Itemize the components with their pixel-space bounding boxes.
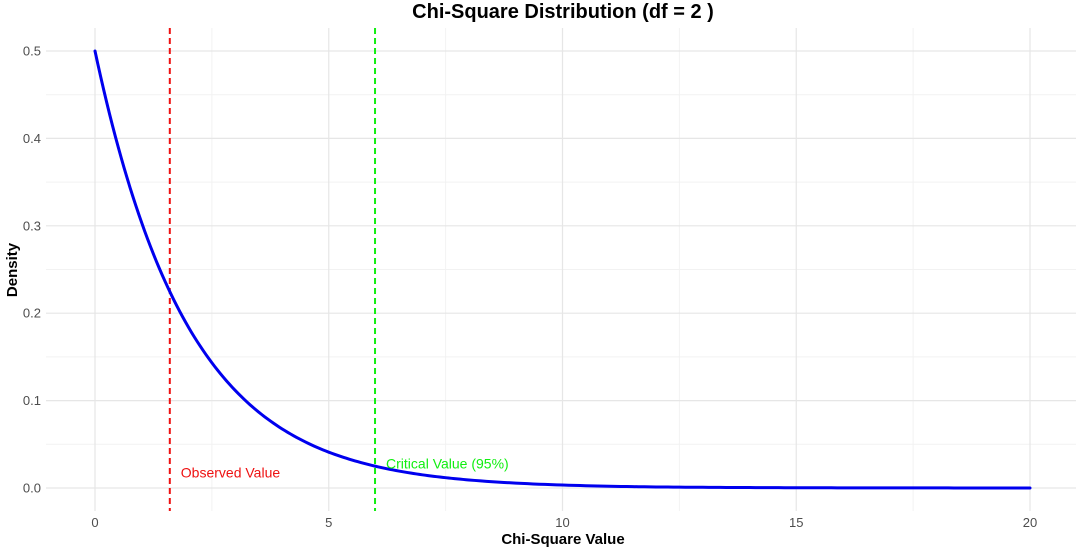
y-tick-label: 0.2 <box>23 306 41 321</box>
y-tick-label: 0.1 <box>23 393 41 408</box>
y-tick-label: 0.5 <box>23 44 41 59</box>
y-axis-title: Density <box>4 242 21 297</box>
series-layer <box>93 49 1032 490</box>
y-tick-label: 0.4 <box>23 131 41 146</box>
x-tick-label: 20 <box>1023 515 1037 530</box>
chart-title: Chi-Square Distribution (df = 2 ) <box>412 1 714 23</box>
x-tick-label: 10 <box>555 515 569 530</box>
x-tick-label: 5 <box>325 515 332 530</box>
critical-value-label: Critical Value (95%) <box>386 456 509 472</box>
tick-labels: 0 5 10 15 20 0.0 0.1 0.2 0.3 0.4 0.5 <box>23 44 1037 531</box>
grid-layer <box>46 28 1076 511</box>
density-curve <box>93 49 1032 490</box>
x-tick-label: 0 <box>91 515 98 530</box>
y-tick-label: 0.0 <box>23 481 41 496</box>
observed-value-label: Observed Value <box>181 464 281 480</box>
y-tick-label: 0.3 <box>23 218 41 233</box>
x-axis-title: Chi-Square Value <box>501 531 624 548</box>
annotations: Observed Value Critical Value (95%) <box>181 456 509 481</box>
x-tick-label: 15 <box>789 515 803 530</box>
reference-lines <box>168 28 377 511</box>
